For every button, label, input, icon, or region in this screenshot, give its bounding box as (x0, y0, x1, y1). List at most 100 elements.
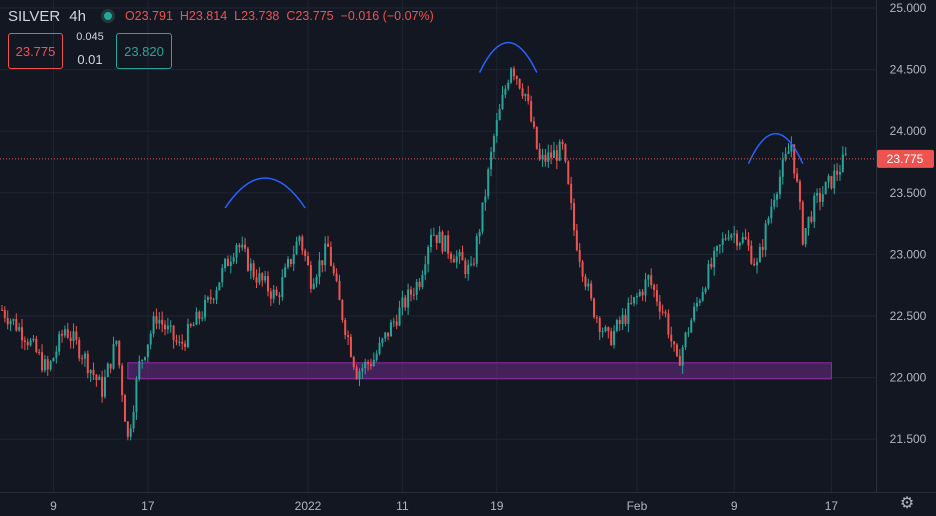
candle-body (75, 331, 78, 340)
candle-body (307, 256, 310, 266)
x-tick-label: 2022 (295, 499, 322, 513)
candle-body (461, 251, 464, 261)
candle-body (289, 259, 292, 265)
spread-value: 0.045 (76, 31, 104, 43)
candle-body (492, 136, 495, 152)
candle-body (713, 250, 716, 268)
resistance-arcs-layer (224, 41, 804, 209)
candle-body (547, 152, 550, 162)
candle-body (412, 294, 415, 296)
resistance-arc (224, 177, 306, 209)
candle-body (627, 302, 630, 324)
candle-body (392, 321, 395, 323)
candle-body (252, 263, 255, 278)
high-value: H23.814 (180, 9, 227, 23)
candle-body (573, 202, 575, 231)
candles-layer (1, 66, 847, 441)
y-tick-label: 23.500 (890, 186, 927, 200)
candle-body (55, 351, 58, 359)
candle-body (327, 243, 330, 247)
y-tick-label: 24.000 (890, 124, 927, 138)
candle-body (727, 237, 730, 239)
resistance-arc (478, 41, 538, 73)
candle-body (89, 369, 92, 374)
candle-body (135, 379, 138, 412)
candle-body (647, 275, 650, 280)
buy-button[interactable]: 23.820 (116, 33, 172, 69)
candle-body (564, 144, 567, 162)
candle-body (807, 216, 810, 229)
time-axis[interactable]: 9 17 2022 11 19 Feb 9 17 (50, 499, 838, 513)
candle-body (452, 258, 455, 263)
candle-body (544, 154, 547, 162)
candle-body (29, 340, 32, 346)
candle-body (498, 109, 501, 121)
candle-body (401, 297, 404, 308)
x-tick-label: 9 (731, 499, 738, 513)
candle-body (301, 236, 304, 251)
timeframe-label[interactable]: 4h (69, 7, 86, 25)
candle-body (655, 290, 658, 302)
candle-body (295, 241, 298, 255)
candle-body (106, 363, 109, 377)
candle-body (335, 273, 338, 281)
candle-body (747, 239, 750, 246)
candle-body (610, 331, 613, 346)
sell-button[interactable]: 23.775 (8, 33, 63, 69)
candle-body (332, 265, 335, 274)
candle-body (381, 338, 384, 343)
candle-body (258, 273, 261, 283)
candle-body (215, 290, 218, 300)
candle-body (472, 263, 475, 265)
resistance-arc (747, 133, 804, 164)
candle-body (304, 250, 307, 257)
candle-body (206, 297, 209, 300)
candle-body (318, 260, 321, 277)
candle-body (558, 141, 561, 161)
candle-body (352, 356, 355, 368)
candle-body (753, 263, 756, 266)
candle-body (796, 173, 799, 182)
candle-body (112, 343, 115, 369)
candle-body (730, 234, 733, 238)
candle-body (86, 353, 89, 374)
close-value: C23.775 (286, 9, 333, 23)
price-axis[interactable]: 25.000 24.500 24.000 23.500 23.000 22.500 22.0… (0, 0, 936, 493)
candle-body (784, 153, 787, 160)
candle-body (38, 352, 41, 354)
candle-body (421, 274, 424, 288)
candle-body (821, 194, 824, 202)
candle-body (407, 289, 410, 308)
gear-icon[interactable]: ⚙ (899, 495, 915, 512)
candle-body (635, 295, 638, 298)
candle-body (395, 321, 398, 326)
candle-body (212, 299, 215, 301)
candle-body (144, 357, 146, 360)
symbol-name[interactable]: SILVER (8, 7, 61, 25)
candle-body (613, 330, 616, 346)
candle-body (450, 253, 453, 259)
candle-body (278, 295, 281, 297)
last-price-badge (877, 149, 934, 168)
candle-body (415, 281, 418, 295)
market-status-icon (100, 9, 115, 23)
candle-body (98, 376, 101, 380)
candle-body (721, 238, 724, 245)
candle-body (432, 234, 435, 236)
candle-body (3, 310, 6, 318)
candle-body (347, 335, 350, 337)
candle-body (750, 245, 753, 264)
y-tick-label: 21.500 (890, 432, 927, 446)
candle-body (427, 247, 430, 265)
candle-body (684, 332, 687, 348)
candle-body (778, 176, 781, 195)
candle-body (678, 355, 681, 366)
candle-body (561, 141, 564, 145)
candle-body (630, 302, 633, 304)
candle-body (707, 263, 710, 289)
candle-body (455, 256, 458, 263)
candle-body (63, 329, 66, 336)
candle-body (375, 353, 378, 360)
quantity-value[interactable]: 0.01 (77, 52, 103, 67)
